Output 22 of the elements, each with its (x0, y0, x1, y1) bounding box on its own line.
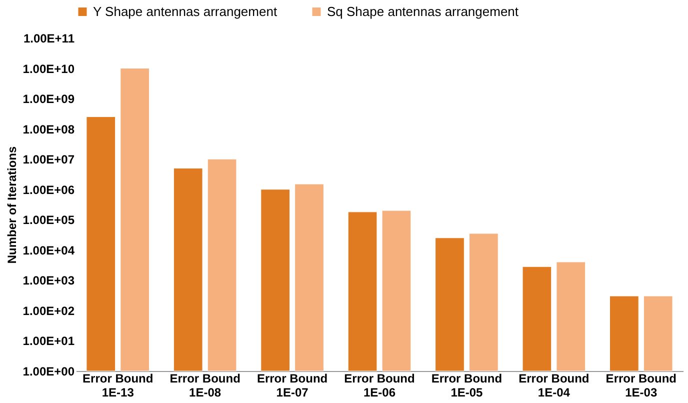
y-tick-label: 1.00E+02 (22, 304, 75, 318)
x-tick-label: Error Bound 1E-03 (606, 372, 676, 400)
y-tick-label: 1.00E+08 (22, 122, 75, 136)
y-tick-label: 1.00E+03 (22, 274, 75, 288)
y-tick-label: 1.00E+05 (22, 213, 75, 228)
y-tick-label: 1.00E+06 (22, 182, 75, 197)
legend-label: Sq Shape antennas arrangement (327, 4, 519, 19)
y-tick-label: 1.00E+01 (22, 334, 75, 348)
y-tick-label: 1.00E+09 (22, 92, 75, 106)
legend-label: Y Shape antennas arrangement (93, 4, 278, 19)
y-tick-label: 1.00E+04 (22, 243, 75, 258)
x-tick-label: Error Bound 1E-08 (170, 372, 240, 400)
x-tick-label: Error Bound 1E-13 (82, 372, 154, 400)
x-tick-label: Error Bound 1E-06 (344, 372, 415, 400)
y-tick-label: 1.00E+00 (22, 364, 75, 378)
y-axis-title: Number of Iterations (4, 146, 19, 264)
x-tick-label: Error Bound 1E-05 (431, 372, 502, 400)
x-tick-label: Error Bound 1E-04 (518, 372, 590, 400)
x-tick-label: Error Bound 1E-07 (256, 372, 328, 400)
y-tick-label: 1.00E+07 (22, 152, 75, 167)
y-tick-label: 1.00E+11 (23, 32, 75, 46)
y-tick-label: 1.00E+10 (22, 62, 75, 76)
